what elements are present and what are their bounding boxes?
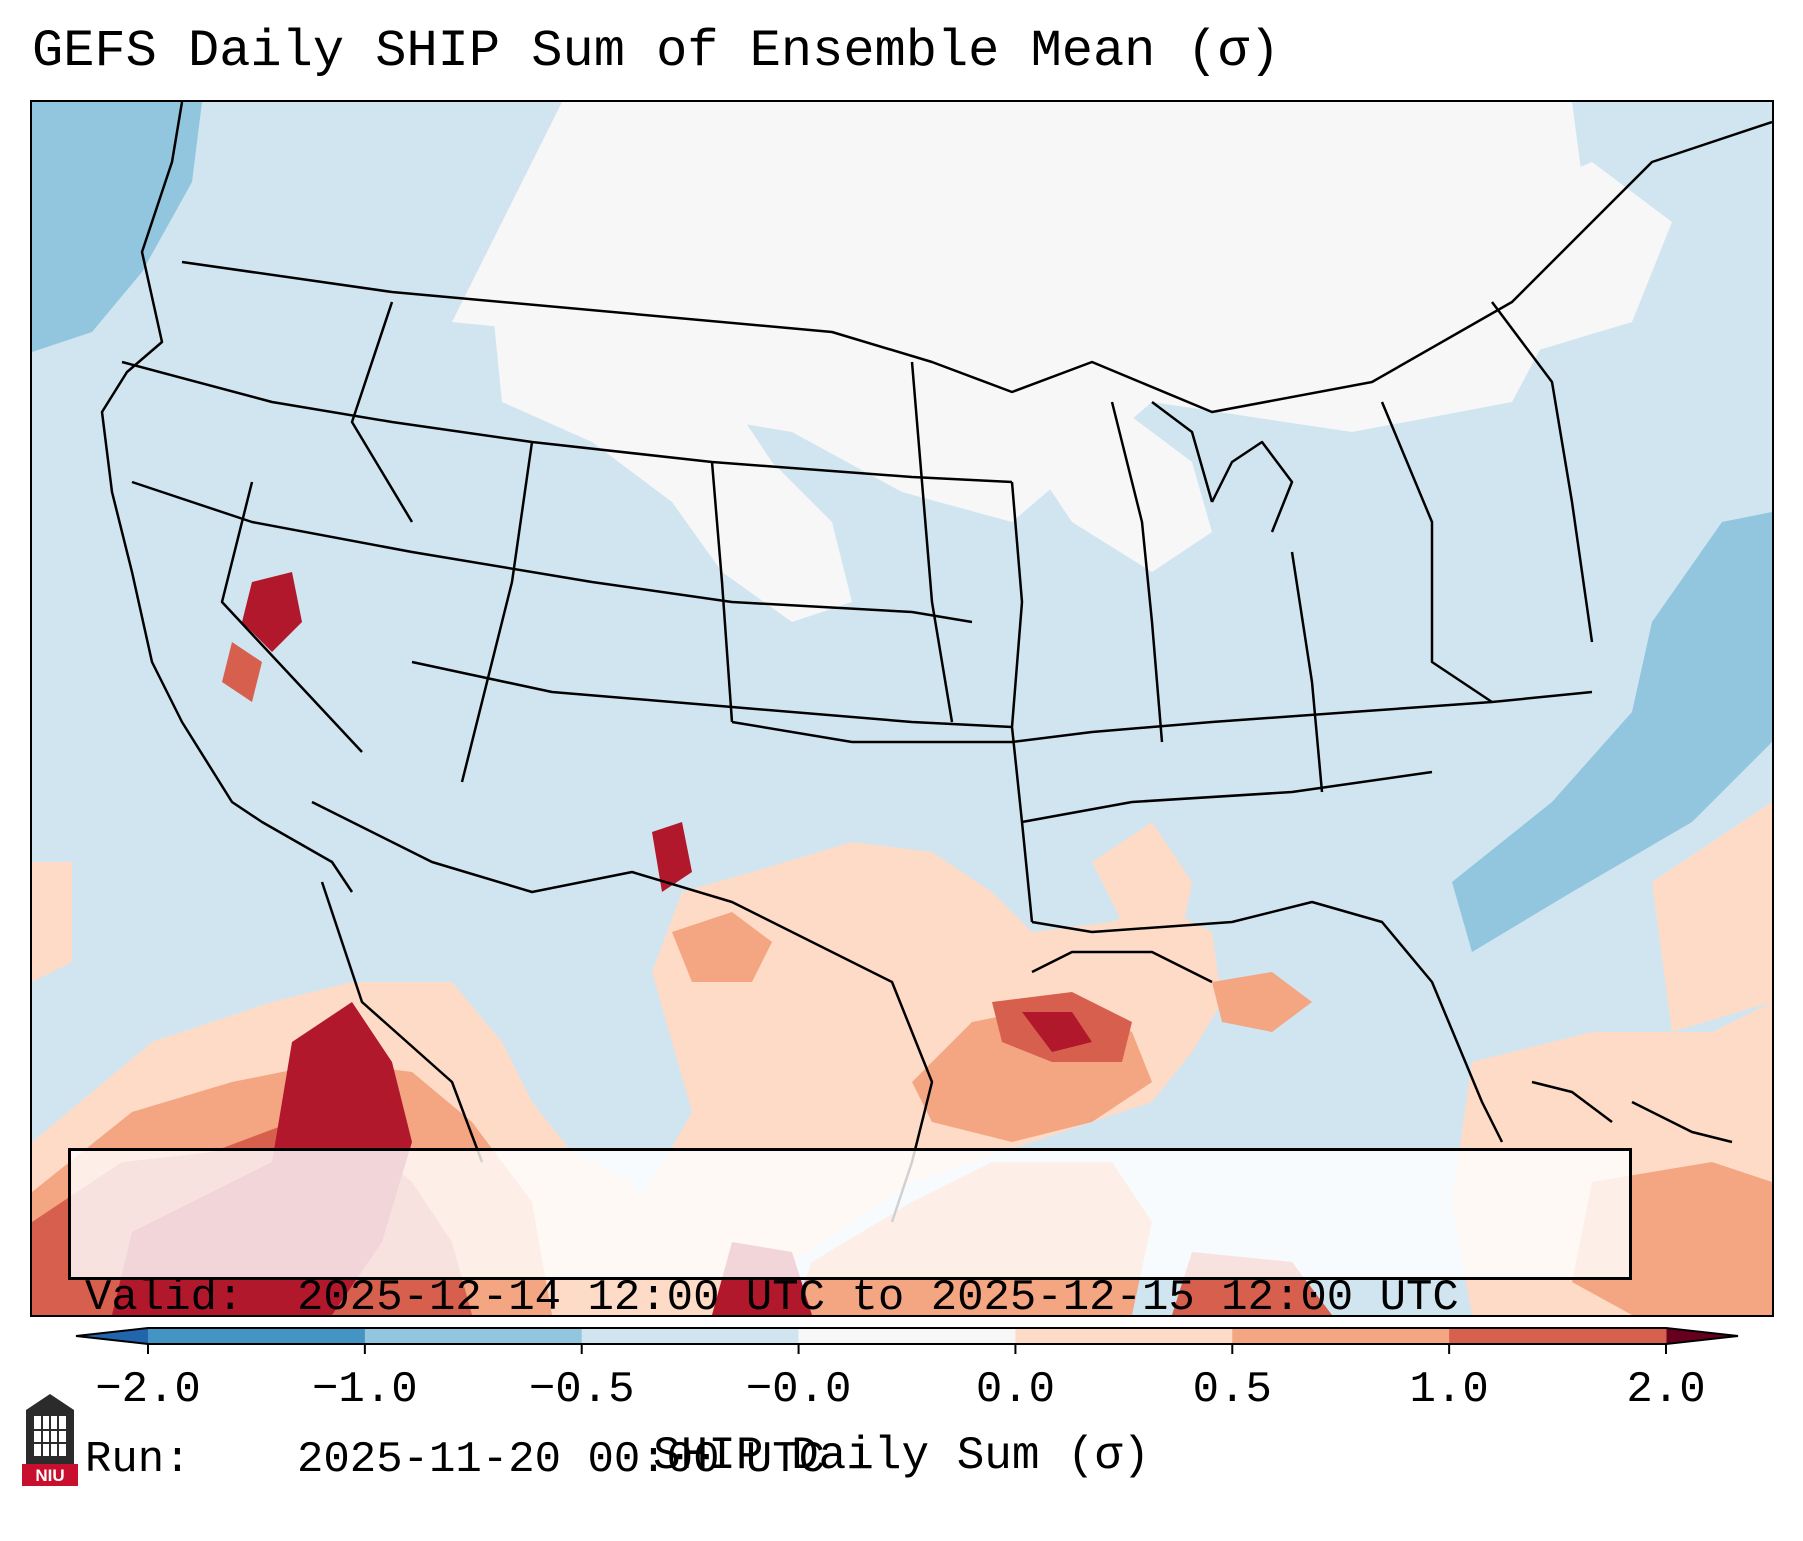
colorbar-extend-high xyxy=(1666,1328,1738,1344)
valid-label: Valid: xyxy=(85,1273,244,1323)
colorbar-tick-label: −0.0 xyxy=(745,1365,852,1415)
run-label: Run: xyxy=(85,1435,191,1485)
colorbar-tick-label: 1.0 xyxy=(1409,1365,1489,1415)
colorbar-segment xyxy=(1015,1328,1233,1344)
page-title: GEFS Daily SHIP Sum of Ensemble Mean (σ) xyxy=(32,22,1281,81)
colorbar-segment xyxy=(581,1328,800,1344)
colorbar-tick-label: −2.0 xyxy=(95,1365,201,1415)
state-boundaries xyxy=(100,102,1772,1223)
colorbar xyxy=(75,1327,1739,1354)
ship-map xyxy=(32,102,1772,1315)
near-zero-field xyxy=(452,102,1672,622)
colorbar-segment xyxy=(148,1328,366,1344)
colorbar-tick-label: 0.0 xyxy=(975,1365,1056,1415)
map-panel xyxy=(30,100,1774,1317)
run-value: 2025-11-20 00:00 UTC xyxy=(297,1435,826,1485)
colorbar-segment xyxy=(1232,1328,1450,1344)
valid-run-info-box: Valid: 2025-12-14 12:00 UTC to 2025-12-15… xyxy=(68,1148,1632,1485)
colorbar-segment xyxy=(1449,1328,1667,1344)
colorbar-segment xyxy=(798,1328,1016,1344)
colorbar-label: SHIP Daily Sum (σ) xyxy=(653,1430,1150,1482)
niu-logo: NIU xyxy=(22,1394,78,1486)
valid-value: 2025-12-14 12:00 UTC to 2025-12-15 12:00… xyxy=(297,1273,1459,1323)
colorbar-tick-label: −0.5 xyxy=(528,1365,635,1415)
colorbar-tick-label: 2.0 xyxy=(1626,1365,1706,1415)
colorbar-tick-label: 0.5 xyxy=(1192,1365,1272,1415)
niu-logo-text: NIU xyxy=(35,1466,64,1485)
valid-row: Valid: 2025-12-14 12:00 UTC to 2025-12-15… xyxy=(85,1271,1615,1325)
colorbar-segment xyxy=(364,1328,583,1344)
colorbar-extend-low xyxy=(76,1328,148,1344)
colorbar-tick-label: −1.0 xyxy=(312,1365,418,1415)
run-row: Run: 2025-11-20 00:00 UTC xyxy=(85,1433,1615,1487)
